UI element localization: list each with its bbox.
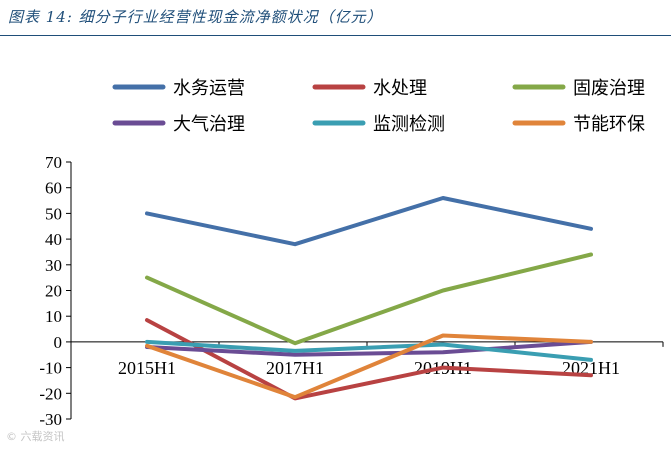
series-line-2 [145,252,593,346]
series-line-1 [145,318,593,401]
y-tick-label: -20 [39,384,62,403]
y-tick-label: 10 [45,307,62,326]
series-line-4 [145,339,593,362]
legend-label: 节能环保 [573,114,645,135]
x-tick-label: 2017H1 [266,358,324,378]
y-tick-label: 30 [45,256,62,275]
y-tick-label: 50 [45,204,62,223]
figure-title: 图表 14: 细分子行业经营性现金流净额状况（亿元） [8,8,383,26]
legend-label: 固废治理 [573,78,645,99]
y-tick-label: 20 [45,282,62,301]
y-tick-label: 70 [45,153,62,172]
y-tick-label: -30 [39,410,62,429]
y-tick-label: 40 [45,230,62,249]
series-line-5 [145,333,593,400]
series-lines [145,196,593,401]
x-tick-label: 2015H1 [118,358,176,378]
legend-label: 水处理 [373,78,427,99]
y-tick-label: -10 [39,359,62,378]
figure-header: 图表 14: 细分子行业经营性现金流净额状况（亿元） [0,0,671,36]
legend-label: 监测检测 [373,114,445,135]
series-line-3 [145,339,593,357]
y-tick-label: 0 [54,333,63,352]
y-tick-label: 60 [45,179,62,198]
legend-label: 水务运营 [173,78,245,99]
series-line-0 [145,196,593,247]
legend-label: 大气治理 [173,114,245,135]
watermark: © 六载资讯 [6,430,65,443]
